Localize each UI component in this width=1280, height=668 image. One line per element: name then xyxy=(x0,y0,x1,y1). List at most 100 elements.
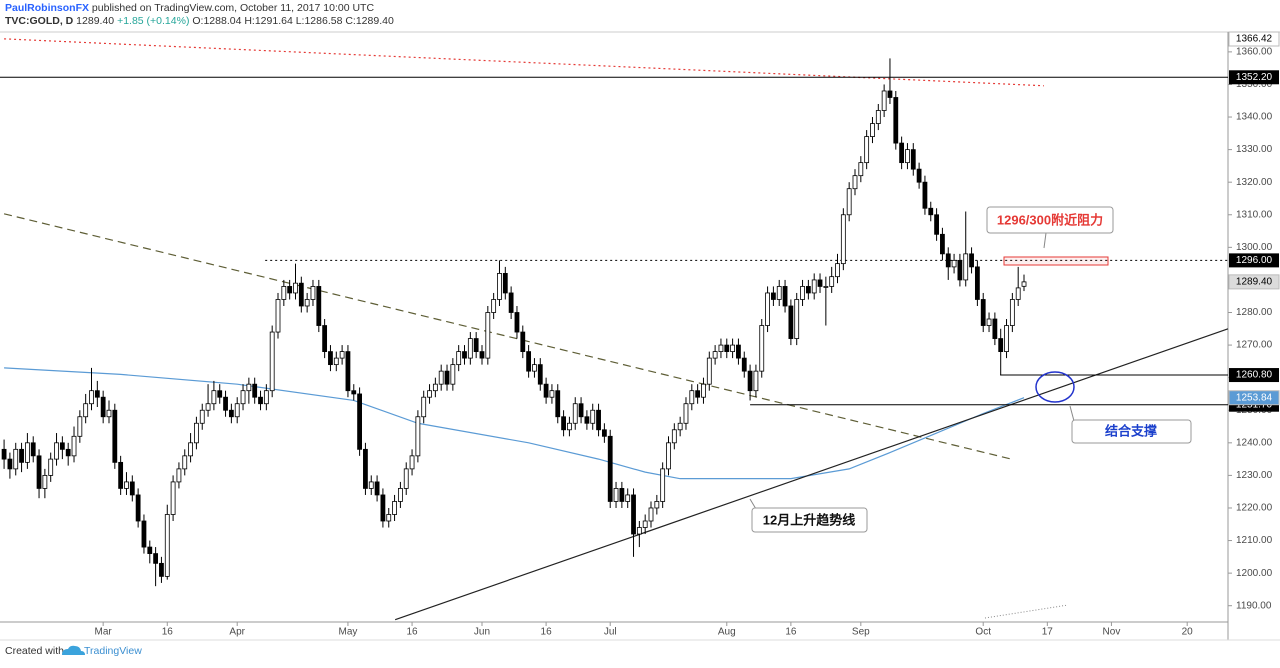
candle-body xyxy=(293,282,298,294)
candle-body xyxy=(322,325,328,352)
candle-body xyxy=(497,273,502,300)
candle-body xyxy=(240,390,246,405)
candle-body xyxy=(840,214,846,265)
resistance-zone xyxy=(1003,256,1109,266)
candle-body xyxy=(526,351,532,372)
y-tick-label: 1240.00 xyxy=(1236,437,1273,448)
y-tick-label: 1220.00 xyxy=(1236,503,1273,514)
y-tick-label: 1190.00 xyxy=(1236,600,1272,611)
candle-body xyxy=(1009,299,1015,326)
candle-body xyxy=(590,409,596,424)
level-tag xyxy=(1229,368,1279,383)
y-tick-label: 1300.00 xyxy=(1236,242,1273,253)
candle-body xyxy=(567,422,572,431)
candle-body xyxy=(304,299,310,307)
candle-body xyxy=(65,448,71,457)
candle-body xyxy=(54,442,59,460)
candle-body xyxy=(24,442,30,463)
candle-body xyxy=(870,123,875,137)
candle-body xyxy=(351,390,357,395)
candle-body xyxy=(374,481,380,496)
trendline xyxy=(3,213,1015,461)
candle-body xyxy=(601,429,607,437)
level-tag xyxy=(1229,70,1279,85)
candle-body xyxy=(281,286,287,300)
candle-body xyxy=(683,403,689,424)
candle-body xyxy=(129,481,135,496)
x-tick-label: Aug xyxy=(718,627,736,638)
candle-body xyxy=(269,331,275,392)
candle-body xyxy=(689,390,695,405)
candle-body xyxy=(30,442,36,457)
x-tick-label: 16 xyxy=(785,627,797,638)
support-circle xyxy=(1035,371,1075,403)
price-tag-label: 1366.42 xyxy=(1236,34,1273,45)
candle-body xyxy=(648,507,654,522)
x-tick-label: 16 xyxy=(541,627,553,638)
candle-body xyxy=(642,520,648,528)
candle-body xyxy=(794,299,800,339)
candle-body xyxy=(328,351,333,366)
candle-body xyxy=(7,458,13,470)
trendline xyxy=(4,38,1044,87)
candle-body xyxy=(508,292,514,313)
x-tick-label: Sep xyxy=(852,627,870,638)
candle-body xyxy=(875,110,881,124)
candle-body xyxy=(986,318,992,326)
candle-body xyxy=(194,422,199,444)
candle-body xyxy=(176,468,182,483)
candle-body xyxy=(124,481,129,489)
candle-body xyxy=(42,474,48,489)
x-tick-label: Jul xyxy=(604,627,617,638)
candle-body xyxy=(89,390,94,405)
price-tag xyxy=(1228,274,1280,290)
candle-body xyxy=(980,299,986,326)
price-axis: 1190.00 1200.00 1210.00 1220.00 1230.00 1240.… xyxy=(95,31,1280,638)
candle-body xyxy=(456,351,462,366)
callout-pointer xyxy=(749,498,757,510)
candle-body xyxy=(357,393,362,450)
x-tick-label: 17 xyxy=(1042,627,1054,638)
footer-created: Created with xyxy=(5,645,64,657)
candle-body xyxy=(823,286,829,288)
candle-body xyxy=(77,416,83,437)
candle-body xyxy=(223,396,228,411)
candle-body xyxy=(438,370,444,385)
x-tick-label: Oct xyxy=(975,627,991,638)
candle-body xyxy=(817,279,823,287)
candle-body xyxy=(945,253,951,268)
candle-body xyxy=(316,286,322,326)
candle-body xyxy=(427,390,432,398)
candle-body xyxy=(782,286,788,307)
candle-body xyxy=(759,325,765,372)
candle-body xyxy=(998,338,1004,352)
level-tag xyxy=(1229,253,1279,268)
candle-body xyxy=(747,370,753,392)
candle-body xyxy=(800,286,805,300)
callout-box xyxy=(986,206,1114,234)
candle-body xyxy=(368,481,374,489)
candle-body xyxy=(188,442,193,457)
publisher: PaulRobinsonFX xyxy=(5,2,89,14)
candle-body xyxy=(893,97,899,144)
header-line-1: PaulRobinsonFX published on TradingView.… xyxy=(5,2,374,14)
candle-body xyxy=(934,214,939,235)
candle-body xyxy=(83,403,89,418)
candle-body xyxy=(718,344,724,352)
candle-body xyxy=(363,448,368,489)
candle-body xyxy=(619,488,625,502)
candle-body xyxy=(584,416,590,424)
candle-body xyxy=(252,383,258,398)
candle-body xyxy=(881,90,887,111)
candle-body xyxy=(1021,281,1027,287)
candle-body xyxy=(916,168,922,183)
price-tag xyxy=(1228,390,1280,406)
candle-body xyxy=(829,276,835,287)
candle-body xyxy=(514,312,520,333)
callout-text: 结合支撑 xyxy=(1105,423,1157,438)
candle-body xyxy=(333,357,339,366)
x-tick-label: Nov xyxy=(1103,627,1121,638)
candle-body xyxy=(409,455,415,470)
